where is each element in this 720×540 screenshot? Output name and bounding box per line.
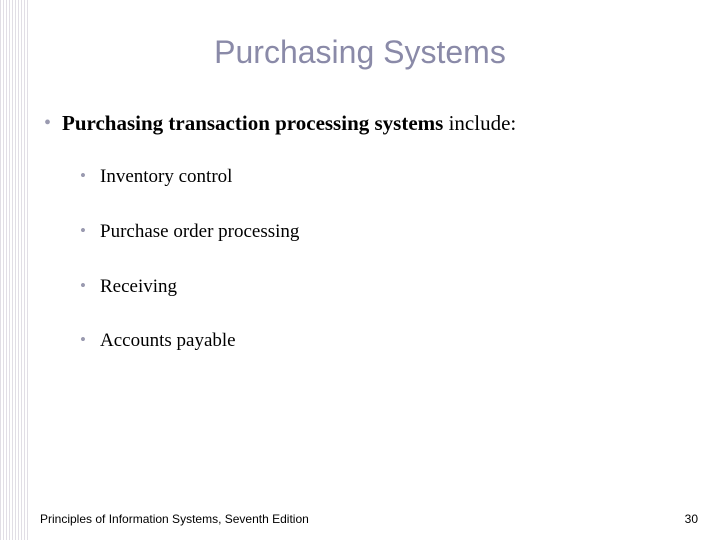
bullet-level2-item: Purchase order processing: [78, 220, 680, 245]
bullet-level1: Purchasing transaction processing system…: [40, 110, 680, 137]
decorative-left-stripe: [0, 0, 28, 540]
bullet-level2-item: Accounts payable: [78, 329, 680, 354]
bullet-lead-rest: include:: [443, 111, 516, 135]
page-number: 30: [685, 512, 698, 526]
slide-title: Purchasing Systems: [0, 34, 720, 71]
bullet-level2-item: Inventory control: [78, 165, 680, 190]
content-area: Purchasing transaction processing system…: [40, 110, 680, 384]
footer-text: Principles of Information Systems, Seven…: [40, 512, 309, 526]
bullet-level2-item: Receiving: [78, 275, 680, 300]
bullet-lead-bold: Purchasing transaction processing system…: [62, 111, 443, 135]
